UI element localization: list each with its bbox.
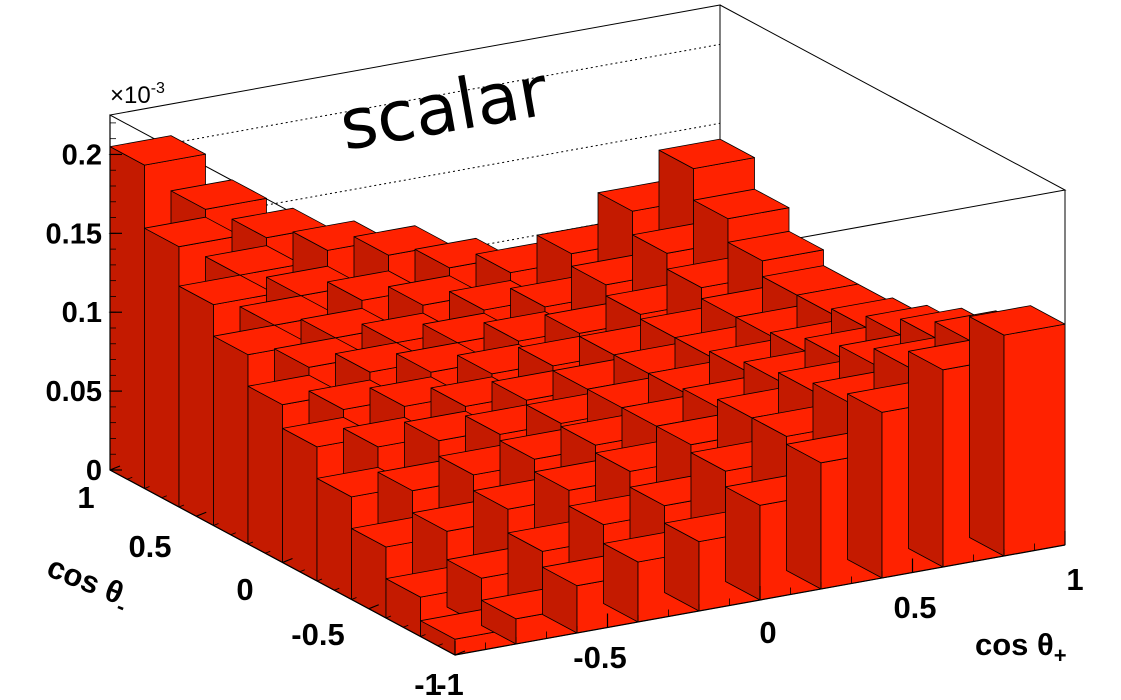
axes-group	[109, 115, 1066, 656]
y-tick-mark	[454, 650, 466, 656]
y-tick-label: 1	[77, 480, 94, 515]
y-minor-tick	[161, 495, 167, 499]
y-tick-label: 0.5	[128, 529, 171, 564]
chart-title: scalar	[334, 50, 554, 167]
y-minor-tick	[265, 550, 271, 554]
y-minor-tick	[334, 587, 340, 591]
y-axis-label: cos θ-	[40, 549, 135, 619]
y-tick-label: 0	[236, 572, 253, 607]
y-tick-label: -0.5	[291, 617, 344, 652]
y-tick-labels: -1 -0.5 0 0.5 1	[77, 480, 441, 700]
y-minor-tick	[420, 634, 426, 637]
y-axis-title: cos θ-	[40, 549, 135, 619]
bar	[969, 305, 1066, 557]
y-minor-tick	[282, 560, 288, 563]
x-tick-label: -1	[436, 667, 464, 700]
z-tick-label: 0.1	[62, 297, 102, 329]
y-minor-tick	[230, 532, 236, 536]
y-minor-tick	[213, 523, 219, 526]
x-tick-labels: -1 -0.5 0 0.5 1	[436, 562, 1083, 700]
y-minor-tick	[316, 578, 323, 582]
z-tick-label: 0	[86, 455, 102, 487]
y-minor-tick	[368, 606, 374, 610]
x-axis-label: cos θ+	[975, 627, 1067, 668]
y-minor-tick	[178, 504, 185, 508]
z-tick-labels: 0 0.05 0.1 0.15 0.2	[46, 139, 102, 487]
y-minor-tick	[385, 615, 392, 619]
y-tick-label: -1	[414, 667, 442, 700]
y-minor-tick	[403, 624, 409, 628]
y-minor-tick	[196, 513, 202, 517]
bars-group	[109, 135, 1066, 656]
x-axis-title: cos θ+	[975, 627, 1067, 668]
y-minor-tick	[144, 486, 150, 489]
z-multiplier: ×10-3	[110, 80, 165, 109]
y-minor-tick	[127, 476, 133, 480]
y-minor-tick	[247, 541, 254, 545]
x-tick-label: 1	[1066, 562, 1083, 597]
y-minor-tick	[109, 467, 116, 471]
z-tick-label: 0.05	[46, 376, 102, 408]
x-tick-label: 0	[759, 615, 776, 650]
y-minor-tick	[437, 643, 443, 647]
z-tick-label: 0.15	[46, 218, 102, 250]
z-tick-label: 0.2	[62, 139, 102, 171]
x-tick-label: 0.5	[893, 590, 936, 625]
y-minor-tick	[351, 597, 357, 600]
y-minor-tick	[299, 569, 305, 573]
x-tick-label: -0.5	[573, 640, 626, 675]
